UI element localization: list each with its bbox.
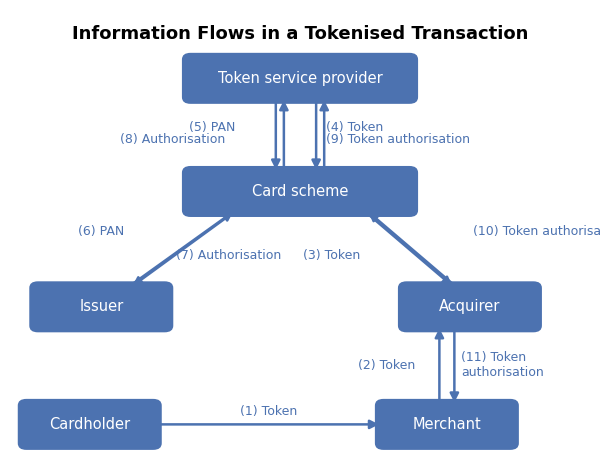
Text: (5) PAN: (5) PAN bbox=[189, 120, 235, 134]
FancyBboxPatch shape bbox=[182, 166, 418, 217]
FancyBboxPatch shape bbox=[29, 281, 173, 333]
Text: (3) Token: (3) Token bbox=[303, 249, 361, 262]
Text: Token service provider: Token service provider bbox=[218, 71, 382, 86]
Text: (6) PAN: (6) PAN bbox=[78, 225, 124, 238]
FancyBboxPatch shape bbox=[182, 53, 418, 104]
Text: Cardholder: Cardholder bbox=[49, 417, 130, 432]
FancyBboxPatch shape bbox=[375, 399, 519, 450]
Text: (7) Authorisation: (7) Authorisation bbox=[176, 249, 281, 262]
Text: (11) Token
authorisation: (11) Token authorisation bbox=[461, 351, 544, 379]
Text: Acquirer: Acquirer bbox=[439, 299, 500, 314]
Text: (2) Token: (2) Token bbox=[358, 359, 415, 372]
Text: (9) Token authorisation: (9) Token authorisation bbox=[326, 133, 470, 146]
Text: (1) Token: (1) Token bbox=[239, 405, 297, 417]
FancyBboxPatch shape bbox=[18, 399, 162, 450]
Text: Information Flows in a Tokenised Transaction: Information Flows in a Tokenised Transac… bbox=[72, 25, 528, 43]
FancyBboxPatch shape bbox=[398, 281, 542, 333]
Text: Merchant: Merchant bbox=[413, 417, 481, 432]
Text: Card scheme: Card scheme bbox=[252, 184, 348, 199]
Text: Issuer: Issuer bbox=[79, 299, 124, 314]
Text: (10) Token authorisation: (10) Token authorisation bbox=[473, 225, 600, 238]
Text: (8) Authorisation: (8) Authorisation bbox=[120, 133, 225, 146]
Text: (4) Token: (4) Token bbox=[326, 120, 383, 134]
